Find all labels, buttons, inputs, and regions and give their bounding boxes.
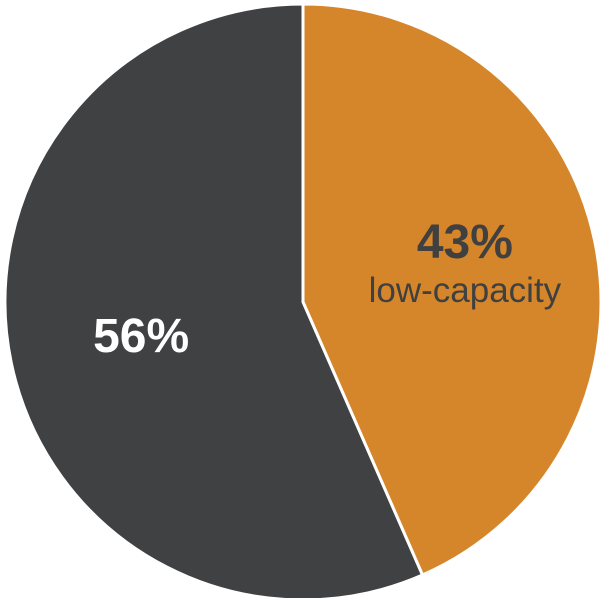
slice-value-label-0: 43%: [417, 216, 513, 269]
slice-value-label-1: 56%: [93, 310, 189, 363]
pie-slice-1: [3, 2, 424, 598]
pie-slice-0: [301, 2, 603, 577]
slice-category-label-0: low-capacity: [369, 271, 562, 310]
